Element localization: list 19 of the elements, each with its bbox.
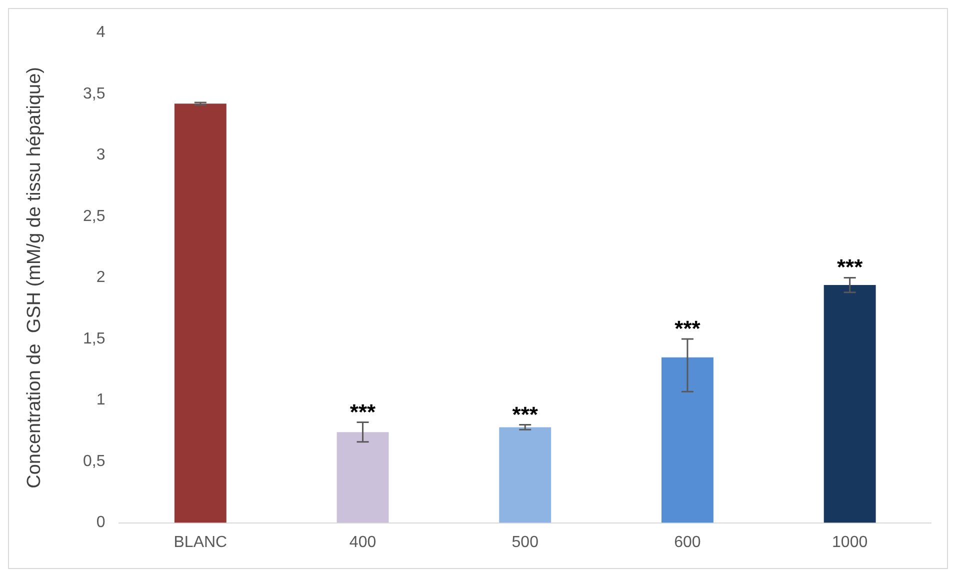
y-tick-label: 1 — [96, 392, 106, 409]
y-tick-label: 0 — [96, 514, 106, 532]
x-tick-label: 500 — [512, 534, 539, 551]
y-tick-label: 3,5 — [82, 85, 106, 102]
annotation: *** — [674, 316, 701, 341]
annotation: *** — [512, 402, 538, 427]
y-tick-label: 1,5 — [82, 330, 106, 348]
x-tick-label: BLANC — [174, 534, 228, 551]
y-tick-label: 0,5 — [82, 452, 106, 470]
y-tick-label: 3 — [96, 146, 106, 164]
annotation: *** — [836, 254, 864, 280]
x-tick-label: 600 — [674, 534, 701, 551]
x-tick-label: 1000 — [832, 534, 868, 551]
annotation: *** — [350, 399, 376, 424]
y-axis-title: Concentration de GSH (mM/g de tissu hépatique) — [24, 67, 46, 488]
x-tick-label: 400 — [349, 534, 376, 551]
y-tick-label: 2,5 — [82, 208, 106, 225]
y-tick-label: 2 — [96, 269, 106, 286]
y-tick-label: 4 — [96, 24, 106, 42]
